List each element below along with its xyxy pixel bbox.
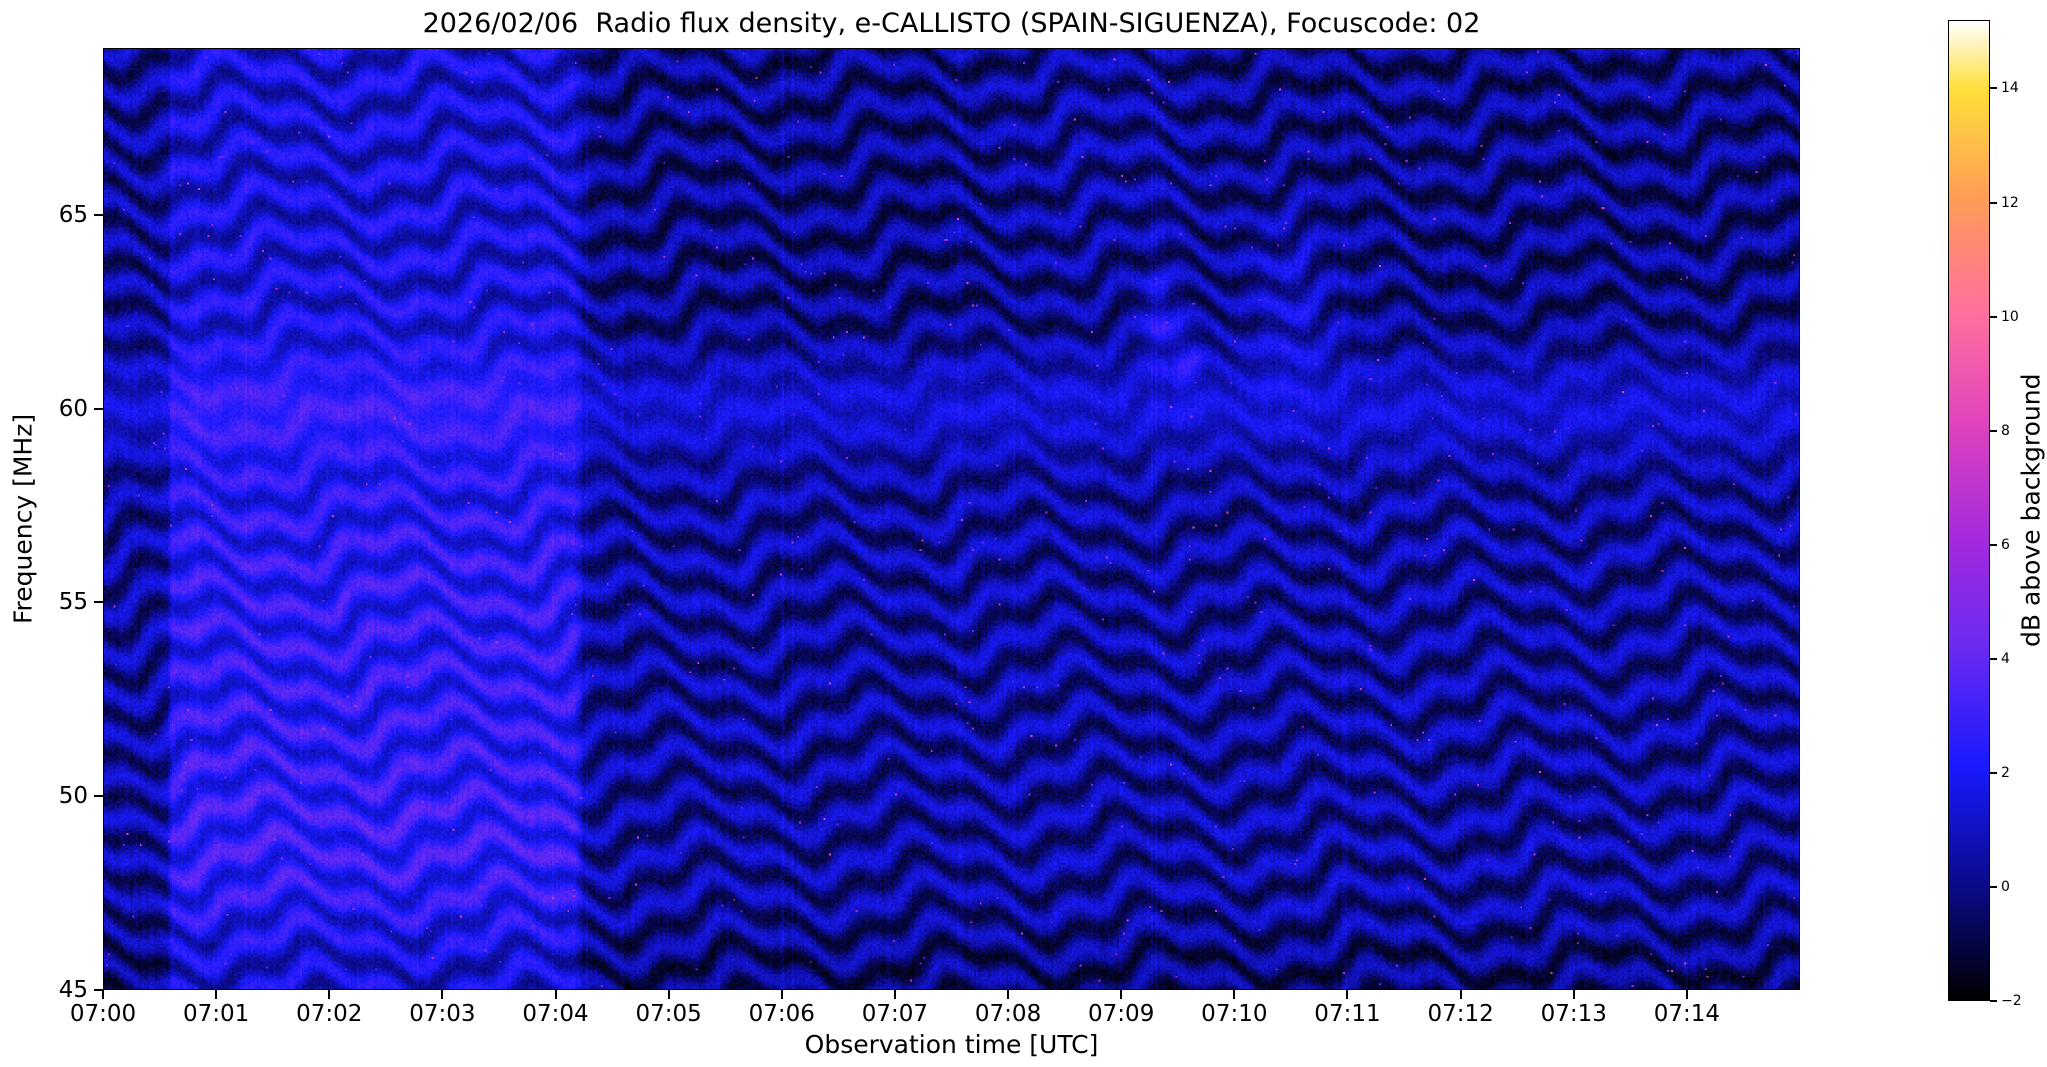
x-tick-label: 07:07	[861, 1001, 929, 1027]
y-tick-label: 50	[58, 783, 88, 810]
x-tick-label: 07:09	[1088, 1001, 1155, 1027]
colorbar-tick-label: 10	[2001, 308, 2019, 325]
x-tick-label: 07:02	[296, 1001, 363, 1027]
colorbar-tick-label: 0	[2001, 878, 2010, 895]
colorbar-label: dB above background	[2016, 373, 2046, 648]
x-tick-mark	[1685, 990, 1688, 999]
y-tick-mark	[94, 989, 103, 991]
y-tick-label: 45	[58, 977, 88, 1003]
colorbar-tick-label: 2	[2001, 764, 2010, 781]
x-tick-label: 07:12	[1427, 1001, 1494, 1027]
x-tick-mark	[893, 990, 896, 999]
colorbar-tick-mark	[1990, 1000, 1997, 1002]
x-tick-label: 07:08	[974, 1001, 1042, 1027]
chart-title: 2026/02/06 Radio flux density, e-CALLIST…	[422, 8, 1481, 39]
colorbar-tick-mark	[1990, 315, 1997, 318]
x-tick-mark	[102, 990, 104, 999]
x-tick-label: 07:04	[522, 1001, 589, 1027]
x-tick-mark	[215, 990, 218, 999]
x-tick-mark	[1459, 990, 1462, 999]
x-tick-label: 07:13	[1540, 1001, 1607, 1027]
colorbar-tick-label: 8	[2001, 422, 2010, 439]
x-tick-mark	[1346, 990, 1349, 999]
spectrogram-heatmap	[104, 49, 1799, 989]
y-axis-label: Frequency [MHz]	[8, 413, 38, 625]
colorbar-tick-mark	[1990, 543, 1997, 546]
x-tick-mark	[1572, 990, 1575, 999]
x-tick-mark	[1120, 990, 1123, 999]
x-tick-label: 07:03	[409, 1001, 476, 1027]
x-tick-label: 07:01	[182, 1001, 250, 1027]
y-tick-label: 65	[58, 201, 88, 228]
colorbar-tick-mark	[1990, 429, 1997, 432]
x-tick-mark	[328, 990, 331, 999]
x-tick-label: 07:11	[1314, 1001, 1381, 1027]
y-tick-mark	[94, 795, 103, 798]
x-tick-label: 07:06	[748, 1001, 815, 1027]
colorbar-tick-label: 4	[2001, 650, 2010, 667]
colorbar	[1948, 20, 1990, 1001]
colorbar-tick-label: 12	[2001, 194, 2019, 211]
colorbar-tick-mark	[1990, 87, 1997, 90]
plot-area	[103, 48, 1800, 990]
y-tick-label: 60	[58, 395, 88, 422]
colorbar-tick-label: −2	[2001, 993, 2022, 1009]
x-tick-label: 07:05	[635, 1001, 702, 1027]
y-tick-mark	[94, 601, 103, 604]
x-tick-label: 07:10	[1201, 1001, 1268, 1027]
x-axis-label: Observation time [UTC]	[804, 1030, 1099, 1059]
x-tick-label: 07:00	[69, 1001, 137, 1027]
x-tick-mark	[667, 990, 670, 999]
colorbar-tick-label: 14	[2001, 80, 2019, 97]
colorbar-tick-mark	[1990, 771, 1997, 774]
colorbar-tick-mark	[1990, 885, 1997, 888]
x-tick-label: 07:14	[1653, 1001, 1721, 1027]
x-tick-mark	[554, 990, 557, 999]
colorbar-tick-label: 6	[2001, 536, 2010, 553]
x-tick-mark	[1007, 990, 1010, 999]
y-tick-label: 55	[58, 589, 88, 616]
colorbar-tick-mark	[1990, 201, 1997, 204]
x-tick-mark	[1233, 990, 1236, 999]
x-tick-mark	[441, 990, 444, 999]
y-tick-mark	[94, 213, 103, 216]
x-tick-mark	[780, 990, 783, 999]
y-tick-mark	[94, 407, 103, 410]
colorbar-tick-mark	[1990, 657, 1997, 660]
